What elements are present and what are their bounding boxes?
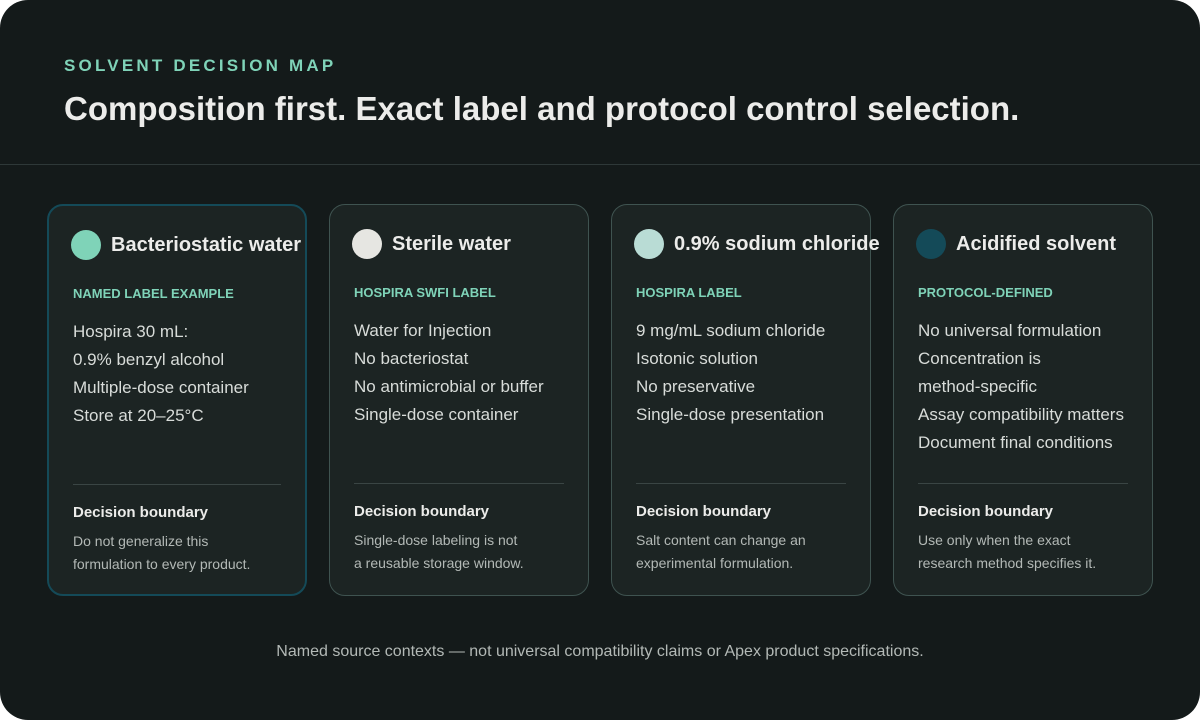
card-divider	[918, 483, 1128, 484]
solvent-card: Bacteriostatic water NAMED LABEL EXAMPLE H…	[47, 204, 307, 596]
source-label: NAMED LABEL EXAMPLE	[73, 286, 234, 301]
solvent-card: Sterile water HOSPIRA SWFI LABEL Water for…	[329, 204, 589, 596]
card-divider	[73, 484, 281, 485]
detail-line: No universal formulation	[918, 321, 1102, 340]
card-name: Sterile water	[392, 233, 511, 255]
detail-line: Assay compatibility matters	[918, 405, 1124, 424]
detail-line: 9 mg/mL sodium chloride	[636, 321, 826, 340]
boundary-title: Decision boundary	[354, 503, 490, 520]
boundary-line: Salt content can change an	[636, 532, 806, 548]
footer: Named source contexts — not universal co…	[276, 643, 924, 660]
card-divider	[354, 483, 564, 484]
detail-line: Store at 20–25°C	[73, 406, 204, 425]
card-name: Bacteriostatic water	[111, 234, 302, 256]
boundary-line: research method specifies it.	[918, 555, 1097, 571]
detail-list: No universal formulation Concentration is…	[918, 317, 1124, 457]
detail-list: Hospira 30 mL: 0.9% benzyl alcohol Multipl…	[73, 318, 249, 430]
title: Composition first. Exact label and proto…	[64, 90, 1020, 127]
detail-line: No antimicrobial or buffer	[354, 377, 544, 396]
detail-line: 0.9% benzyl alcohol	[73, 350, 225, 369]
color-dot	[71, 230, 101, 260]
boundary-title: Decision boundary	[918, 503, 1054, 520]
card-name: Acidified solvent	[956, 233, 1117, 255]
detail-list: 9 mg/mL sodium chloride Isotonic solution…	[636, 317, 825, 429]
boundary-text: Do not generalize this formulation to eve…	[73, 530, 250, 576]
boundary-title: Decision boundary	[73, 504, 209, 521]
detail-line: Isotonic solution	[636, 349, 758, 368]
boundary-line: Single-dose labeling is not	[354, 532, 518, 548]
eyebrow: SOLVENT DECISION MAP	[64, 56, 337, 75]
color-dot	[916, 229, 946, 259]
detail-line: Water for Injection	[354, 321, 492, 340]
color-dot	[352, 229, 382, 259]
source-label: HOSPIRA LABEL	[636, 285, 742, 300]
source-label: PROTOCOL-DEFINED	[918, 285, 1053, 300]
boundary-text: Single-dose labeling is not a reusable st…	[354, 529, 524, 575]
detail-line: No preservative	[636, 377, 756, 396]
detail-line: Hospira 30 mL:	[73, 322, 189, 341]
detail-line: Single-dose container	[354, 405, 519, 424]
color-dot	[634, 229, 664, 259]
solvent-card: Acidified solvent PROTOCOL-DEFINED No univ…	[893, 204, 1153, 596]
boundary-line: formulation to every product.	[73, 556, 251, 572]
boundary-line: Do not generalize this	[73, 533, 209, 549]
detail-line: No bacteriostat	[354, 349, 469, 368]
detail-line: Multiple-dose container	[73, 378, 249, 397]
detail-line: Document final conditions	[918, 433, 1113, 452]
source-label: HOSPIRA SWFI LABEL	[354, 285, 496, 300]
boundary-line: a reusable storage window.	[354, 555, 524, 571]
boundary-text: Use only when the exact research method s…	[918, 529, 1096, 575]
detail-list: Water for Injection No bacteriostat No ant…	[354, 317, 544, 429]
detail-line: Single-dose presentation	[636, 405, 825, 424]
boundary-title: Decision boundary	[636, 503, 772, 520]
detail-line: method-specific	[918, 377, 1038, 396]
boundary-line: Use only when the exact	[918, 532, 1071, 548]
detail-line: Concentration is	[918, 349, 1041, 368]
boundary-line: experimental formulation.	[636, 555, 794, 571]
card-divider	[636, 483, 846, 484]
card-name: 0.9% sodium chloride	[674, 233, 880, 255]
divider	[0, 164, 1200, 165]
solvent-card: 0.9% sodium chloride HOSPIRA LABEL 9 mg/mL…	[611, 204, 880, 596]
boundary-text: Salt content can change an experimental f…	[636, 529, 806, 575]
